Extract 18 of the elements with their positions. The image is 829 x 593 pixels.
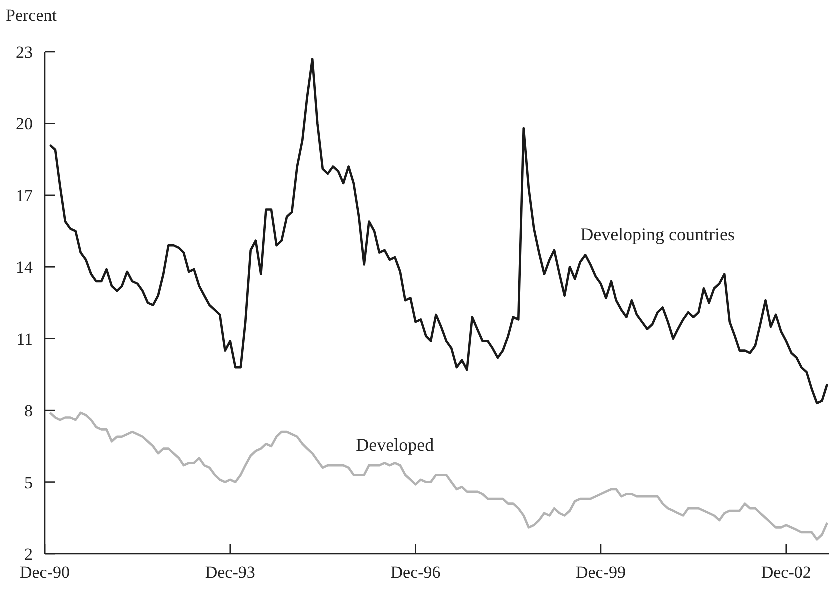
y-tick-label: 5 [24, 473, 33, 492]
x-tick-label: Dec-96 [390, 563, 441, 582]
y-tick-label: 8 [24, 402, 33, 421]
x-tick-label: Dec-93 [205, 563, 256, 582]
x-tick-label: Dec-99 [576, 563, 626, 582]
line-series [49, 58, 829, 405]
y-tick-label: 11 [16, 330, 33, 349]
y-tick-label: 14 [16, 258, 34, 278]
series-label: Developed [356, 435, 434, 456]
y-tick-label: 20 [16, 114, 33, 134]
y-axis-title: Percent [6, 6, 57, 26]
x-tick-label: Dec-02 [761, 563, 812, 582]
y-tick-label: 23 [16, 43, 33, 62]
y-tick-label: 17 [16, 186, 34, 206]
y-tick-label: 2 [24, 545, 33, 564]
x-tick-label: Dec-90 [20, 563, 70, 582]
series-label: Developing countries [580, 224, 736, 245]
line-series [49, 412, 829, 541]
